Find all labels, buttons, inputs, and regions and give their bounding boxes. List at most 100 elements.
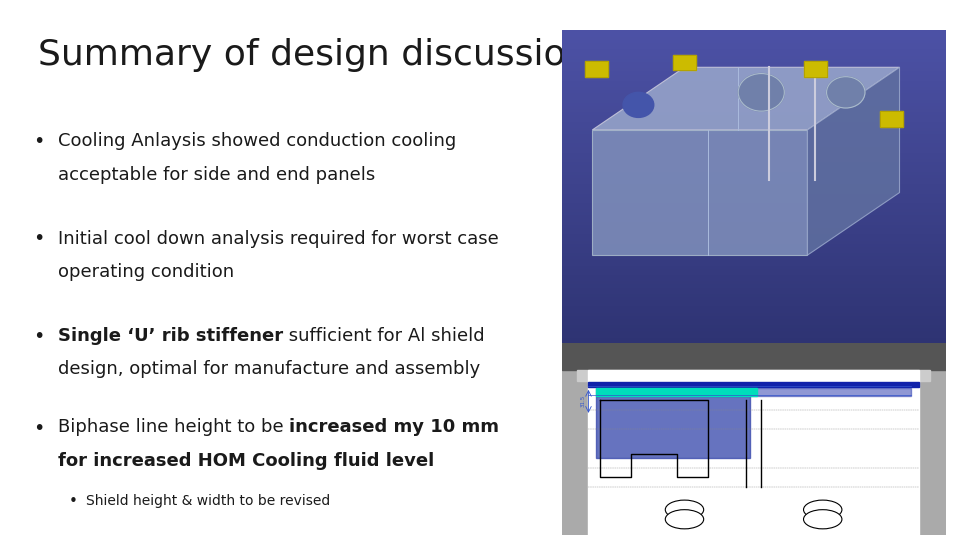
Bar — [562, 152, 946, 155]
Bar — [562, 133, 946, 136]
Bar — [562, 183, 946, 186]
Bar — [562, 124, 946, 127]
Bar — [562, 155, 946, 158]
Bar — [562, 370, 588, 535]
Bar — [562, 274, 946, 277]
Bar — [562, 249, 946, 252]
Circle shape — [623, 92, 654, 117]
Bar — [880, 111, 903, 127]
Bar — [562, 139, 946, 143]
Bar — [562, 96, 946, 99]
Text: operating condition: operating condition — [58, 263, 233, 281]
Bar — [562, 114, 946, 117]
Bar — [596, 388, 757, 396]
Bar — [562, 277, 946, 280]
Bar — [562, 105, 946, 108]
Bar — [562, 164, 946, 167]
Bar — [562, 343, 946, 370]
Bar — [562, 265, 946, 268]
Bar — [673, 55, 696, 70]
Text: for increased HOM Cooling fluid level: for increased HOM Cooling fluid level — [58, 452, 434, 470]
Bar — [562, 302, 946, 305]
Polygon shape — [592, 68, 900, 130]
Bar — [562, 146, 946, 148]
Bar — [562, 161, 946, 164]
Bar — [562, 120, 946, 124]
Text: •: • — [34, 230, 45, 248]
Bar — [562, 70, 946, 73]
Text: acceptable for side and end panels: acceptable for side and end panels — [58, 166, 374, 184]
Bar — [562, 221, 946, 224]
Text: •: • — [34, 418, 45, 437]
Bar — [562, 214, 946, 218]
Text: Summary of design discussions 10/02/16: Summary of design discussions 10/02/16 — [38, 38, 781, 72]
Bar — [562, 334, 946, 336]
Text: Single ‘U’ rib stiffener: Single ‘U’ rib stiffener — [58, 327, 283, 345]
Bar — [588, 370, 919, 535]
Bar — [562, 167, 946, 171]
Text: Biphase line height to be: Biphase line height to be — [58, 418, 289, 436]
Bar — [562, 39, 946, 42]
Bar — [562, 340, 946, 343]
Bar — [562, 36, 946, 39]
Bar — [562, 73, 946, 77]
Bar — [596, 396, 750, 458]
Bar — [562, 271, 946, 274]
Circle shape — [665, 510, 704, 529]
Bar — [562, 284, 946, 287]
Circle shape — [827, 77, 865, 108]
Bar — [562, 83, 946, 86]
Bar — [562, 86, 946, 89]
Bar — [804, 61, 827, 77]
Bar — [562, 218, 946, 221]
Bar — [562, 205, 946, 208]
Bar — [562, 117, 946, 120]
Bar — [562, 296, 946, 299]
Bar — [562, 321, 946, 324]
Bar — [562, 230, 946, 233]
Bar — [562, 268, 946, 271]
Text: increased my 10 mm: increased my 10 mm — [289, 418, 499, 436]
Text: Shield height & width to be revised: Shield height & width to be revised — [86, 494, 330, 508]
Bar — [562, 127, 946, 130]
Bar — [562, 102, 946, 105]
Bar — [562, 246, 946, 249]
Bar — [562, 190, 946, 193]
Bar — [562, 240, 946, 242]
Bar — [562, 68, 946, 70]
Bar — [562, 315, 946, 318]
Bar — [562, 136, 946, 139]
Text: •: • — [34, 327, 45, 346]
Bar — [562, 130, 946, 133]
Bar — [562, 92, 946, 96]
Circle shape — [804, 500, 842, 519]
Text: design, optimal for manufacture and assembly: design, optimal for manufacture and asse… — [58, 360, 480, 378]
Text: •: • — [69, 494, 78, 509]
Bar — [577, 370, 930, 381]
Bar — [562, 287, 946, 289]
Bar — [562, 224, 946, 227]
Bar — [562, 242, 946, 246]
Bar — [562, 324, 946, 327]
Text: Cooling Anlaysis showed conduction cooling: Cooling Anlaysis showed conduction cooli… — [58, 132, 456, 150]
Bar — [562, 258, 946, 261]
Bar — [880, 111, 903, 127]
Bar — [562, 158, 946, 161]
Bar — [585, 61, 608, 77]
Bar — [562, 330, 946, 334]
Bar — [562, 193, 946, 195]
Bar — [562, 299, 946, 302]
Bar — [562, 61, 946, 64]
Bar — [562, 58, 946, 61]
Bar — [562, 237, 946, 240]
Bar — [562, 171, 946, 174]
Bar — [562, 42, 946, 45]
Bar — [562, 148, 946, 152]
Bar — [562, 312, 946, 315]
Bar — [562, 55, 946, 58]
Bar — [562, 202, 946, 205]
Bar — [562, 45, 946, 49]
Bar — [562, 30, 946, 33]
Bar — [562, 255, 946, 258]
Bar — [562, 233, 946, 237]
